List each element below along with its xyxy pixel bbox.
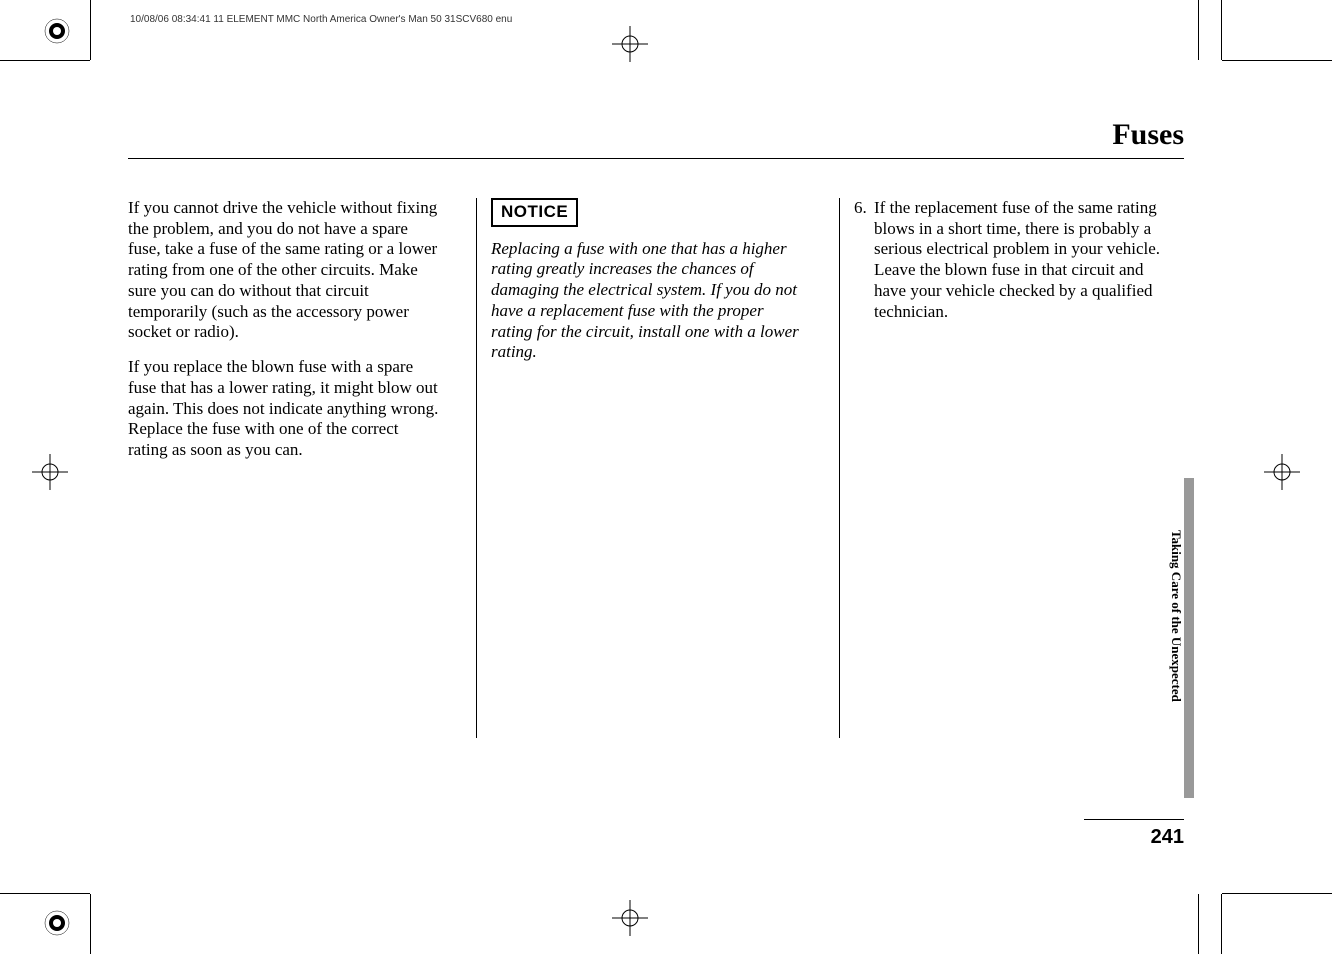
column-1: If you cannot drive the vehicle without … — [128, 198, 462, 738]
page-number: 241 — [1151, 826, 1184, 849]
crop-mark — [1222, 60, 1332, 61]
numbered-list-item: 6. If the replacement fuse of the same r… — [854, 198, 1168, 322]
column-divider — [476, 198, 477, 738]
list-body: If the replacement fuse of the same rati… — [874, 198, 1168, 322]
registration-mark-icon — [42, 908, 72, 938]
crop-mark — [90, 894, 91, 954]
notice-body: Replacing a fuse with one that has a hig… — [491, 239, 805, 363]
registration-crosshair-icon — [612, 900, 648, 936]
notice-label: NOTICE — [501, 202, 568, 221]
body-paragraph: If you cannot drive the vehicle without … — [128, 198, 442, 343]
crop-mark — [90, 0, 91, 60]
registration-crosshair-icon — [32, 454, 68, 490]
column-3: 6. If the replacement fuse of the same r… — [854, 198, 1188, 738]
crop-mark — [0, 893, 90, 894]
title-rule — [128, 158, 1184, 159]
section-tab-marker — [1184, 478, 1194, 798]
crop-mark — [1221, 0, 1222, 60]
column-2: NOTICE Replacing a fuse with one that ha… — [491, 198, 825, 738]
print-header-metadata: 10/08/06 08:34:41 11 ELEMENT MMC North A… — [130, 14, 512, 25]
column-divider — [839, 198, 840, 738]
section-tab-label: Taking Care of the Unexpected — [1166, 530, 1184, 760]
page-title: Fuses — [1112, 118, 1184, 152]
crop-mark — [1198, 0, 1199, 60]
content-columns: If you cannot drive the vehicle without … — [128, 198, 1188, 738]
crop-mark — [1221, 894, 1222, 954]
registration-crosshair-icon — [612, 26, 648, 62]
crop-mark — [1222, 893, 1332, 894]
registration-crosshair-icon — [1264, 454, 1300, 490]
list-number: 6. — [854, 198, 874, 322]
page-number-rule — [1084, 819, 1184, 820]
crop-mark — [0, 60, 90, 61]
registration-mark-icon — [42, 16, 72, 46]
body-paragraph: If you replace the blown fuse with a spa… — [128, 357, 442, 461]
crop-mark — [1198, 894, 1199, 954]
notice-callout: NOTICE — [491, 198, 578, 227]
